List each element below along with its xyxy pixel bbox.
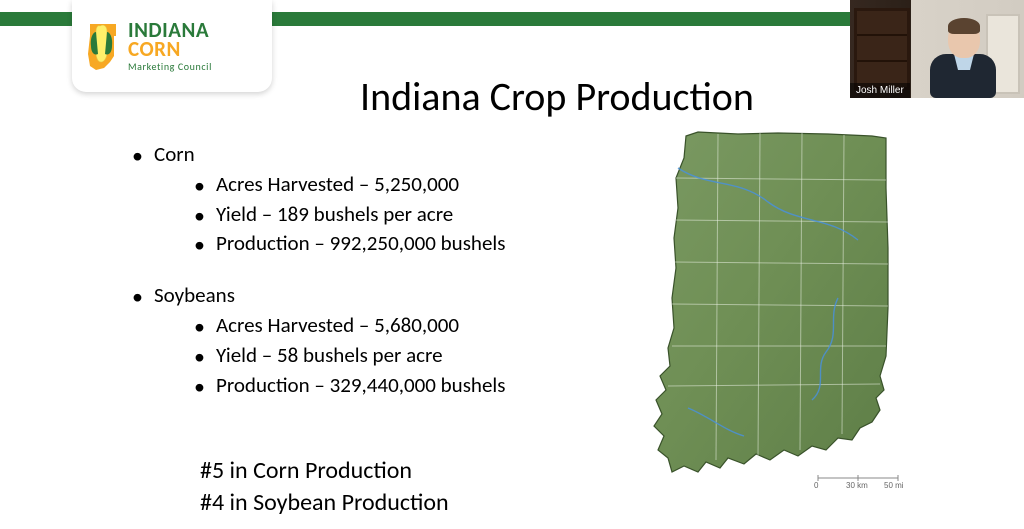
indiana-outline [654, 132, 888, 472]
logo-subline: Marketing Council [128, 62, 212, 71]
svg-text:0: 0 [814, 481, 819, 490]
crop-stat: Acres Harvested – 5,680,000 [194, 311, 552, 341]
crop-stat: Yield – 58 bushels per acre [194, 341, 552, 371]
speaker-figure [928, 20, 998, 98]
crop-stat: Acres Harvested – 5,250,000 [194, 170, 552, 200]
logo-line2: CORN [128, 40, 212, 59]
slide-title: Indiana Crop Production [360, 72, 754, 121]
svg-text:50 mi: 50 mi [884, 481, 904, 490]
logo-container: INDIANA CORN Marketing Council [72, 0, 272, 92]
rankings-block: #5 in Corn Production #4 in Soybean Prod… [200, 455, 449, 520]
ranking-line: #4 in Soybean Production [200, 487, 449, 519]
indiana-map: 0 30 km 50 mi [628, 128, 928, 490]
crop-stat: Yield – 189 bushels per acre [194, 200, 552, 230]
crop-heading: Corn [132, 140, 552, 170]
crop-stat: Production – 329,440,000 bushels [194, 371, 552, 401]
bookshelf [854, 8, 910, 90]
crop-heading: Soybeans [132, 281, 552, 311]
logo-text: INDIANA CORN Marketing Council [128, 21, 212, 71]
speaker-name-label: Josh Miller [850, 83, 910, 98]
ranking-line: #5 in Corn Production [200, 455, 449, 487]
webcam-thumbnail: Josh Miller [850, 0, 1024, 98]
svg-text:30 km: 30 km [846, 481, 868, 490]
crop-stat: Production – 992,250,000 bushels [194, 229, 552, 259]
logo-icon [84, 18, 122, 74]
content-body: Corn Acres Harvested – 5,250,000 Yield –… [132, 140, 552, 401]
scale-bar: 0 30 km 50 mi [814, 475, 904, 490]
